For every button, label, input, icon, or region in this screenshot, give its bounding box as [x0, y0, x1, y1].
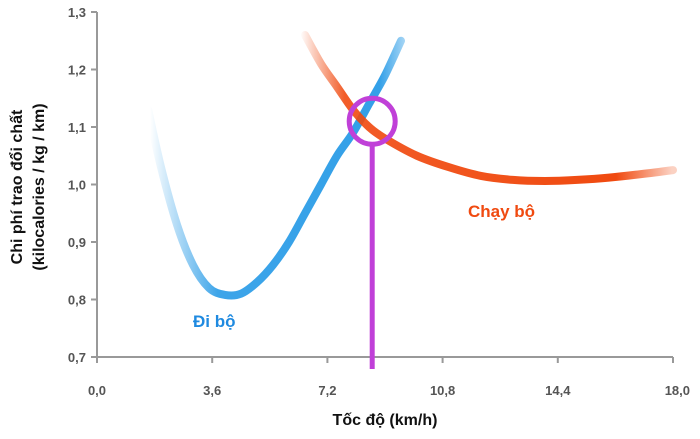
y-tick-label: 0,7 [68, 350, 86, 365]
intersection-circle [346, 95, 398, 147]
series-line-walking [144, 36, 405, 300]
y-tick-label: 0,9 [68, 235, 86, 250]
series-line-running [301, 31, 677, 185]
y-tick-label: 1,2 [68, 63, 86, 78]
x-tick-label: 14,4 [545, 383, 571, 398]
y-axis-title-line-2: (kilocalories / kg / km) [31, 103, 48, 270]
x-axis-title: Tốc độ (km/h) [333, 412, 438, 429]
y-tick-label: 1,3 [68, 5, 86, 20]
x-axis-ticks: 0,0 3,6 7,2 10,8 14,4 18,0 [88, 357, 690, 398]
y-tick-label: 0,8 [68, 293, 86, 308]
y-tick-label: 1,0 [68, 178, 86, 193]
y-axis-ticks: 0,7 0,8 0,9 1,0 1,1 1,2 1,3 [68, 5, 97, 365]
x-tick-label: 0,0 [88, 383, 106, 398]
x-tick-label: 7,2 [318, 383, 336, 398]
y-axis-title-line-1: Chi phí trao đổi chất [8, 109, 26, 264]
series-label-running: Chạy bộ [468, 202, 535, 221]
x-tick-label: 10,8 [430, 383, 455, 398]
x-tick-label: 3,6 [203, 383, 221, 398]
x-tick-label: 18,0 [665, 383, 690, 398]
series-label-walking: Đi bộ [193, 312, 236, 331]
y-tick-label: 1,1 [68, 120, 86, 135]
